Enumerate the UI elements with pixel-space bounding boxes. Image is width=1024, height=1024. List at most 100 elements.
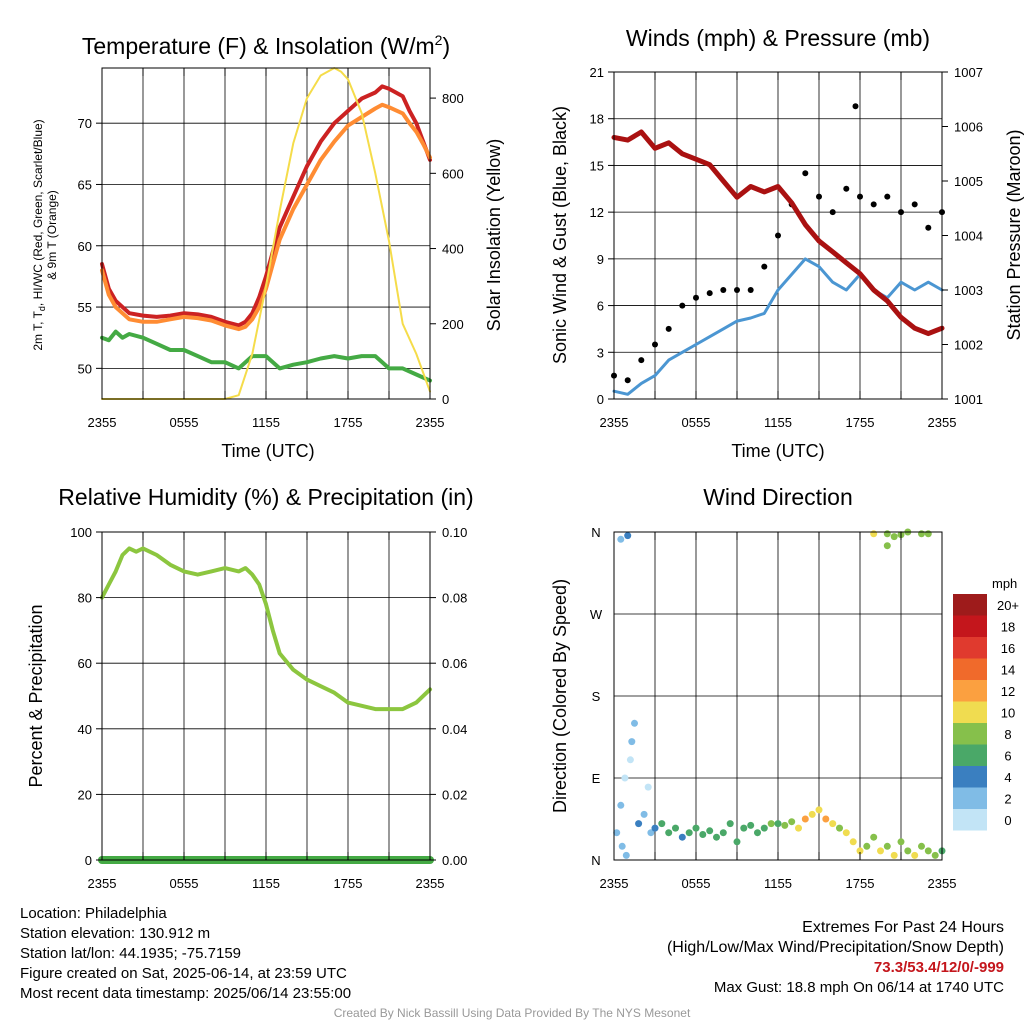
wind-direction-title: Wind Direction xyxy=(703,484,853,510)
colorbar-label: 10 xyxy=(1001,705,1015,720)
colorbar-swatch xyxy=(953,680,987,702)
direction-point xyxy=(626,756,634,764)
y-right-tick-label: 0.02 xyxy=(442,787,467,802)
colorbar-label: 16 xyxy=(1001,641,1015,656)
direction-point xyxy=(631,719,638,727)
extremes-subtitle: (High/Low/Max Wind/Precipitation/Snow De… xyxy=(666,939,1004,956)
extremes-title: Extremes For Past 24 Hours xyxy=(802,919,1004,936)
direction-point xyxy=(658,820,666,828)
direction-point xyxy=(740,824,748,832)
direction-tick-label: S xyxy=(592,689,601,704)
direction-point xyxy=(672,824,679,832)
direction-point xyxy=(822,815,830,823)
direction-point xyxy=(644,783,652,791)
winds-title: Winds (mph) & Pressure (mb) xyxy=(626,25,930,51)
gust-point xyxy=(775,232,781,239)
y-right-tick-label: 1006 xyxy=(954,120,983,135)
x-tick-label: 2355 xyxy=(416,415,445,430)
winds-x-label: Time (UTC) xyxy=(731,441,824,461)
x-tick-label: 1755 xyxy=(334,415,363,430)
y-tick-label: 3 xyxy=(597,345,604,360)
x-tick-label: 0555 xyxy=(170,415,199,430)
direction-point xyxy=(647,829,655,837)
direction-point xyxy=(618,842,626,850)
direction-point xyxy=(795,824,802,832)
direction-point xyxy=(836,824,843,832)
y-tick-label: 0 xyxy=(85,853,92,868)
max-gust-text: Max Gust: 18.8 mph On 06/14 at 1740 UTC xyxy=(713,979,1004,996)
direction-point xyxy=(713,833,720,841)
wind-direction-y-label: Direction (Colored By Speed) xyxy=(550,579,570,813)
pressure-line xyxy=(611,129,945,337)
x-tick-label: 0555 xyxy=(170,876,199,891)
direction-point xyxy=(640,810,648,818)
colorbar-label: 2 xyxy=(1004,791,1011,806)
direction-point xyxy=(890,533,898,541)
x-tick-label: 2355 xyxy=(928,876,957,891)
direction-point xyxy=(870,530,878,538)
y-tick-label: 60 xyxy=(78,239,92,254)
direction-point xyxy=(849,838,857,846)
direction-point xyxy=(911,851,919,859)
direction-point xyxy=(624,532,632,540)
direction-point xyxy=(918,842,925,850)
temperature-y-label-2: & 9m T (Orange) xyxy=(45,190,59,280)
humidity-title: Relative Humidity (%) & Precipitation (i… xyxy=(58,484,473,510)
colorbar-swatch xyxy=(953,615,987,637)
recent-text: Most recent data timestamp: 2025/06/14 2… xyxy=(20,985,352,1002)
direction-tick-label: N xyxy=(591,853,600,868)
y-tick-label: 20 xyxy=(78,787,92,802)
x-tick-label: 2355 xyxy=(600,415,629,430)
extremes-values: 73.3/53.4/12/0/-999 xyxy=(873,959,1004,976)
colorbar-label: 8 xyxy=(1004,727,1011,742)
y-tick-label: 0 xyxy=(597,392,604,407)
direction-point xyxy=(904,847,912,855)
temperature-title: Temperature (F) & Insolation (W/m2) xyxy=(82,32,450,59)
elevation-text: Station elevation: 130.912 m xyxy=(20,925,211,942)
direction-point xyxy=(651,824,659,832)
gust-point xyxy=(898,209,904,216)
y-right-tick-label: 400 xyxy=(442,242,464,257)
direction-tick-label: E xyxy=(592,771,601,786)
gust-point xyxy=(693,294,699,301)
gust-point xyxy=(884,193,891,200)
x-tick-label: 1755 xyxy=(846,876,875,891)
winds-panel: Winds (mph) & Pressure (mb) 2355 0555 1155… xyxy=(550,25,1024,461)
direction-point xyxy=(617,535,625,543)
gust-point xyxy=(679,302,686,309)
direction-tick-label: W xyxy=(590,607,603,622)
colorbar-label: 14 xyxy=(1001,662,1015,677)
station-info: Location: Philadelphia Station elevation… xyxy=(20,904,351,1004)
colorbar-label: 6 xyxy=(1004,748,1011,763)
direction-point xyxy=(890,851,898,859)
y-tick-label: 18 xyxy=(590,112,604,127)
credit-text: Created By Nick Bassill Using Data Provi… xyxy=(333,1006,691,1020)
x-tick-label: 2355 xyxy=(928,415,957,430)
y-tick-label: 100 xyxy=(70,525,92,540)
direction-point xyxy=(628,738,636,746)
y-right-tick-label: 1005 xyxy=(954,174,983,189)
colorbar-label: 20+ xyxy=(997,598,1019,613)
x-tick-label: 1155 xyxy=(764,415,792,430)
x-tick-label: 2355 xyxy=(88,415,117,430)
direction-point xyxy=(719,829,727,837)
y-tick-label: 9 xyxy=(597,252,604,267)
y-right-tick-label: 200 xyxy=(442,317,464,332)
gust-point xyxy=(925,224,932,231)
temperature-panel: Temperature (F) & Insolation (W/m2) 2355… xyxy=(31,32,504,461)
gust-point xyxy=(665,325,672,332)
x-tick-label: 1155 xyxy=(252,876,280,891)
direction-point xyxy=(733,838,741,846)
y-tick-label: 65 xyxy=(78,177,92,192)
gust-point xyxy=(829,209,836,216)
colorbar-swatch xyxy=(953,637,987,659)
direction-point xyxy=(863,842,871,850)
direction-point xyxy=(665,829,673,837)
colorbar-swatch xyxy=(953,723,987,745)
direction-point xyxy=(699,831,707,838)
gust-point xyxy=(638,357,645,364)
y-right-tick-label: 0 xyxy=(442,392,449,407)
gust-point xyxy=(857,193,863,200)
direction-point xyxy=(842,829,850,837)
